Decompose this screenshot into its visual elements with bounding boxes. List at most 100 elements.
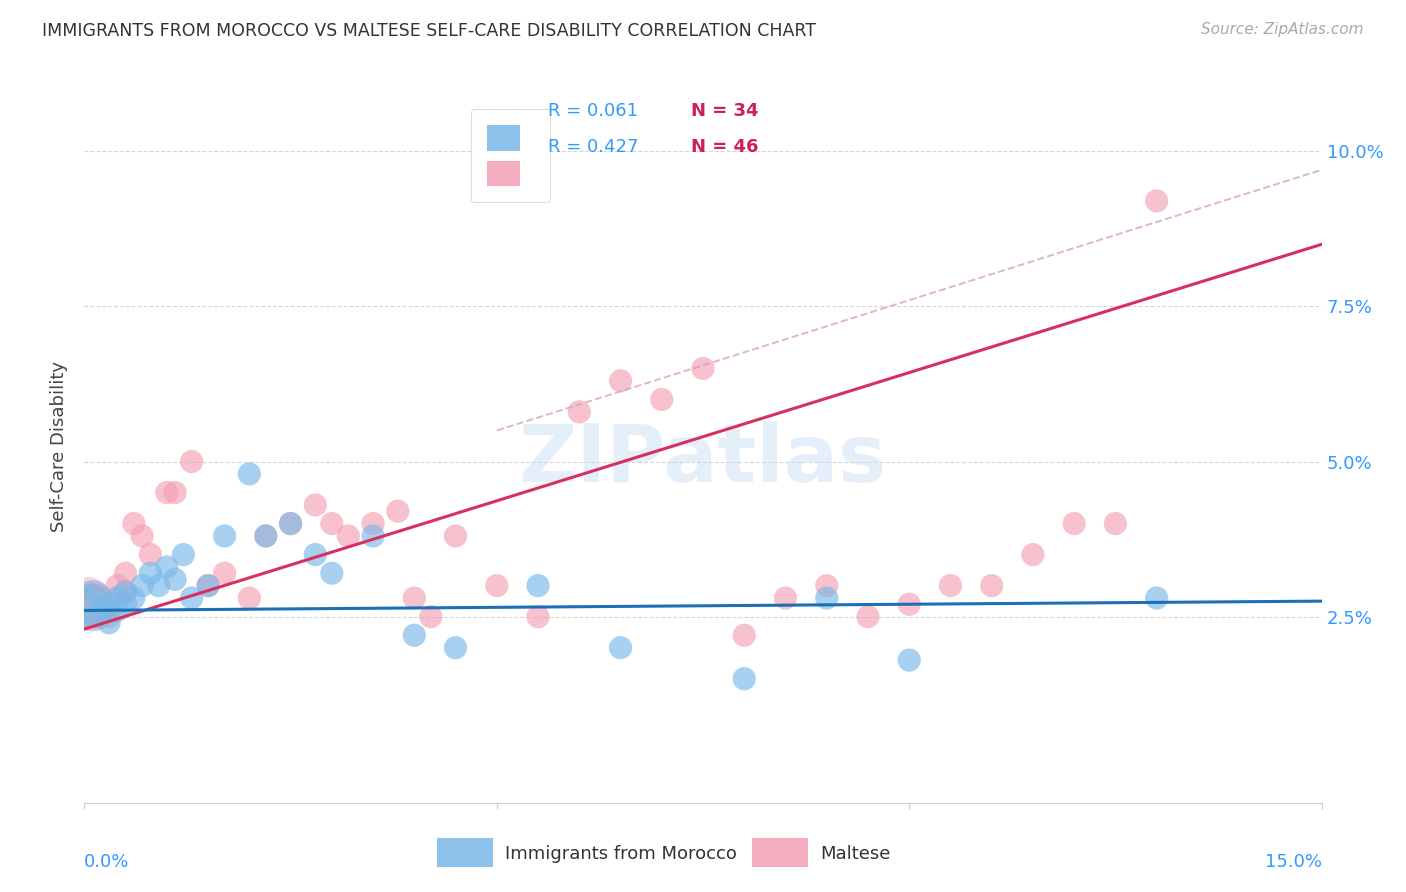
Point bbox=[180, 591, 202, 605]
Text: Maltese: Maltese bbox=[821, 846, 891, 863]
Point bbox=[80, 603, 103, 617]
Point bbox=[86, 603, 108, 617]
Point bbox=[527, 609, 550, 624]
Text: ZIPatlas: ZIPatlas bbox=[519, 421, 887, 500]
Point bbox=[90, 603, 112, 617]
Point bbox=[419, 609, 441, 624]
FancyBboxPatch shape bbox=[437, 838, 492, 867]
Point bbox=[568, 405, 591, 419]
Point bbox=[361, 516, 384, 531]
Point bbox=[775, 591, 797, 605]
Point bbox=[444, 529, 467, 543]
Point bbox=[1063, 516, 1085, 531]
Point bbox=[122, 591, 145, 605]
Point bbox=[98, 597, 121, 611]
Point bbox=[114, 584, 136, 599]
Point bbox=[197, 579, 219, 593]
Point bbox=[165, 573, 187, 587]
Point bbox=[80, 597, 103, 611]
Point bbox=[148, 579, 170, 593]
Y-axis label: Self-Care Disability: Self-Care Disability bbox=[51, 360, 69, 532]
Point bbox=[86, 609, 108, 624]
Point bbox=[692, 361, 714, 376]
Point bbox=[1146, 194, 1168, 208]
Legend: , : , bbox=[471, 109, 550, 202]
Point bbox=[114, 566, 136, 581]
Point bbox=[304, 498, 326, 512]
Point bbox=[214, 566, 236, 581]
Point bbox=[214, 529, 236, 543]
Point bbox=[815, 579, 838, 593]
Point bbox=[82, 597, 104, 611]
Point bbox=[980, 579, 1002, 593]
Point bbox=[361, 529, 384, 543]
Point bbox=[98, 609, 121, 624]
Point bbox=[609, 374, 631, 388]
Point bbox=[815, 591, 838, 605]
Point bbox=[1022, 548, 1045, 562]
Point bbox=[527, 579, 550, 593]
Text: R = 0.061: R = 0.061 bbox=[548, 103, 638, 120]
Point bbox=[82, 594, 104, 608]
Point bbox=[898, 653, 921, 667]
Point bbox=[105, 603, 128, 617]
Point bbox=[77, 597, 100, 611]
Point bbox=[77, 591, 100, 605]
Point bbox=[90, 591, 112, 605]
Point bbox=[404, 591, 426, 605]
Point bbox=[156, 560, 179, 574]
Point bbox=[114, 597, 136, 611]
Point bbox=[131, 579, 153, 593]
Point bbox=[98, 615, 121, 630]
Text: 15.0%: 15.0% bbox=[1264, 853, 1322, 871]
Point bbox=[82, 600, 104, 615]
Point bbox=[172, 548, 194, 562]
Point bbox=[733, 672, 755, 686]
Point bbox=[82, 597, 104, 611]
Point bbox=[98, 603, 121, 617]
Point bbox=[105, 591, 128, 605]
Point bbox=[321, 516, 343, 531]
Point bbox=[280, 516, 302, 531]
Point bbox=[321, 566, 343, 581]
Point bbox=[90, 591, 112, 605]
Point bbox=[304, 548, 326, 562]
Text: N = 34: N = 34 bbox=[690, 103, 758, 120]
Point bbox=[898, 597, 921, 611]
Point bbox=[485, 579, 508, 593]
Point bbox=[197, 579, 219, 593]
Point bbox=[165, 485, 187, 500]
Point bbox=[83, 597, 105, 611]
Point bbox=[939, 579, 962, 593]
Text: R = 0.427: R = 0.427 bbox=[548, 138, 638, 156]
Point bbox=[139, 548, 162, 562]
Point bbox=[280, 516, 302, 531]
Point bbox=[609, 640, 631, 655]
Point bbox=[444, 640, 467, 655]
Text: Immigrants from Morocco: Immigrants from Morocco bbox=[505, 846, 737, 863]
Text: 0.0%: 0.0% bbox=[84, 853, 129, 871]
Point bbox=[1104, 516, 1126, 531]
Point bbox=[105, 579, 128, 593]
Point bbox=[856, 609, 879, 624]
Text: IMMIGRANTS FROM MOROCCO VS MALTESE SELF-CARE DISABILITY CORRELATION CHART: IMMIGRANTS FROM MOROCCO VS MALTESE SELF-… bbox=[42, 22, 815, 40]
Point bbox=[82, 600, 104, 615]
Point bbox=[131, 529, 153, 543]
Point bbox=[254, 529, 277, 543]
Point bbox=[156, 485, 179, 500]
Point bbox=[651, 392, 673, 407]
Point bbox=[114, 584, 136, 599]
Point bbox=[1146, 591, 1168, 605]
Point bbox=[337, 529, 360, 543]
Text: Source: ZipAtlas.com: Source: ZipAtlas.com bbox=[1201, 22, 1364, 37]
Point bbox=[82, 594, 104, 608]
Point bbox=[387, 504, 409, 518]
Point bbox=[122, 516, 145, 531]
Point bbox=[733, 628, 755, 642]
Point bbox=[83, 603, 105, 617]
Point bbox=[139, 566, 162, 581]
Point bbox=[238, 591, 260, 605]
Point bbox=[90, 609, 112, 624]
Point bbox=[238, 467, 260, 481]
Text: N = 46: N = 46 bbox=[690, 138, 758, 156]
